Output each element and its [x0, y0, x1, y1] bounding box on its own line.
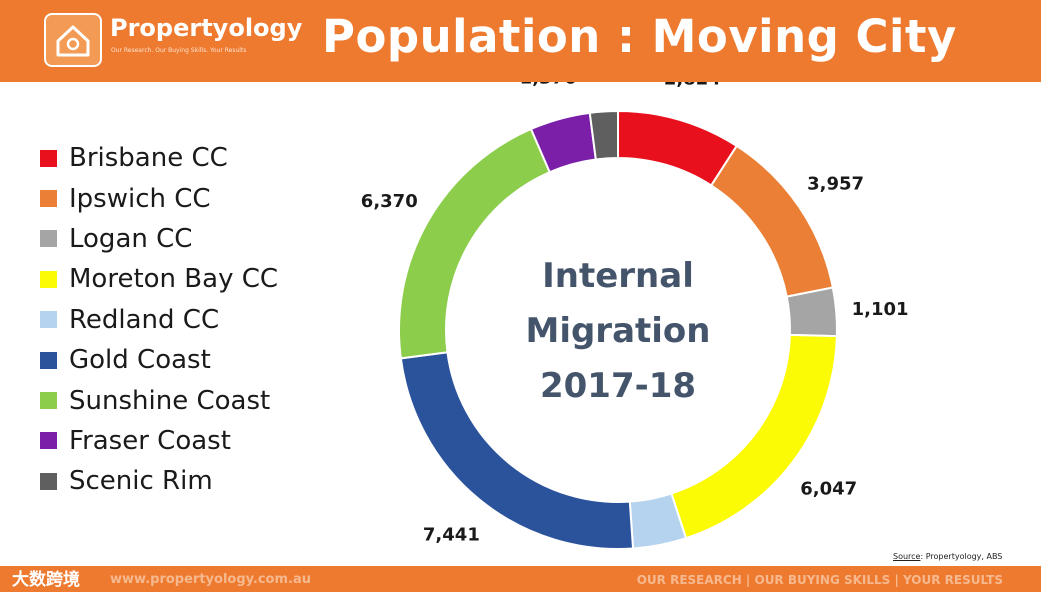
legend-label: Logan CC [69, 223, 193, 254]
legend-label: Brisbane CC [69, 143, 228, 174]
legend-item: Sunshine Coast [40, 380, 278, 420]
legend-label: Redland CC [69, 304, 220, 335]
header-bar: Propertyology Our Research. Our Buying S… [0, 0, 1041, 82]
legend-swatch [40, 311, 57, 329]
data-label: 1,376 [520, 82, 577, 88]
data-label: 1,101 [852, 299, 909, 320]
legend-item: Fraser Coast [40, 421, 278, 461]
legend-item: Gold Coast [40, 340, 278, 380]
donut-slice [709, 144, 835, 298]
legend-swatch [40, 432, 57, 450]
legend-item: Moreton Bay CC [40, 259, 278, 299]
source-note: Source: Propertyology, ABS [893, 552, 1002, 561]
watermark-text: 大数跨境 [12, 570, 80, 590]
legend-item: Logan CC [40, 219, 278, 259]
legend-item: Brisbane CC [40, 138, 278, 178]
donut-slice [588, 109, 619, 161]
legend-label: Moreton Bay CC [69, 264, 279, 295]
data-label: 2,824 [664, 82, 721, 90]
legend-label: Gold Coast [69, 345, 211, 376]
logo-house-icon [44, 13, 102, 67]
logo-name: Propertyology [110, 14, 303, 42]
logo-tagline: Our Research. Our Buying Skills. Your Re… [111, 47, 247, 54]
source-text: : Propertyology, ABS [920, 552, 1003, 561]
legend-swatch [40, 149, 57, 167]
footer-bar: www.propertyology.com.au OUR RESEARCH | … [0, 566, 1041, 592]
legend-label: Scenic Rim [69, 466, 213, 497]
source-label: Source [893, 552, 921, 561]
donut-slice [670, 333, 838, 540]
legend-label: Fraser Coast [69, 425, 231, 456]
legend-label: Sunshine Coast [69, 385, 271, 416]
legend-label: Ipswich CC [69, 183, 211, 214]
center-title-line: Migration [525, 311, 710, 351]
footer-url: www.propertyology.com.au [110, 572, 311, 587]
donut-chart: 2,8243,9571,1016,0471,2187,4416,3701,376… [361, 82, 909, 550]
legend-item: Scenic Rim [40, 461, 278, 501]
chart-legend: Brisbane CC Ipswich CC Logan CC Moreton Bay… [40, 138, 278, 502]
legend-swatch [40, 190, 57, 208]
donut-slice [785, 286, 838, 338]
data-label: 6,370 [361, 191, 418, 212]
page-title: Population : Moving City [322, 10, 957, 63]
footer-tagline: OUR RESEARCH | OUR BUYING SKILLS | YOUR … [636, 573, 1003, 587]
legend-swatch [40, 472, 57, 490]
data-label: 7,441 [423, 524, 480, 545]
legend-item: Ipswich CC [40, 178, 278, 218]
legend-swatch [40, 392, 57, 410]
center-title-line: 2017-18 [540, 366, 696, 406]
center-title-line: Internal [542, 256, 694, 296]
data-label: 3,957 [807, 173, 864, 194]
data-label: 6,047 [800, 478, 857, 499]
legend-item: Redland CC [40, 300, 278, 340]
legend-swatch [40, 230, 57, 248]
legend-swatch [40, 351, 57, 369]
legend-swatch [40, 270, 57, 288]
